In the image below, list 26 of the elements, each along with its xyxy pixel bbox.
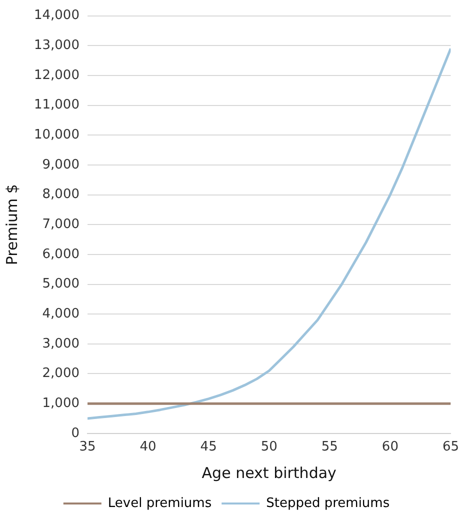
- y-tick-label: 4,000: [42, 306, 80, 322]
- x-axis-title: Age next birthday: [202, 464, 337, 482]
- y-tick-label: 9,000: [42, 157, 80, 172]
- y-axis-title: Premium $: [2, 184, 21, 266]
- y-tick-label: 0: [71, 426, 80, 441]
- legend-label: Level premiums: [108, 496, 212, 511]
- x-tick-label: 45: [200, 440, 217, 455]
- x-tick-label: 55: [321, 440, 338, 455]
- x-tick-label: 65: [442, 440, 459, 455]
- y-tick-label: 2,000: [42, 366, 80, 382]
- y-tick-label: 5,000: [42, 276, 80, 292]
- y-tick-label: 11,000: [34, 98, 80, 113]
- x-tick-label: 50: [260, 440, 278, 455]
- x-tick-label: 35: [79, 440, 96, 455]
- y-tick-label: 8,000: [42, 187, 80, 202]
- y-tick-label: 14,000: [34, 8, 80, 24]
- y-tick-label: 12,000: [34, 68, 80, 83]
- x-tick-label: 40: [140, 440, 156, 455]
- y-tick-label: 1,000: [42, 396, 80, 411]
- y-tick-label: 3,000: [42, 336, 80, 352]
- y-tick-label: 13,000: [34, 38, 80, 54]
- y-tick-label: 7,000: [42, 216, 80, 232]
- y-tick-label: 10,000: [34, 127, 80, 142]
- y-tick-label: 6,000: [42, 246, 80, 262]
- legend-label: Stepped premiums: [266, 496, 390, 511]
- x-tick-label: 60: [382, 440, 398, 455]
